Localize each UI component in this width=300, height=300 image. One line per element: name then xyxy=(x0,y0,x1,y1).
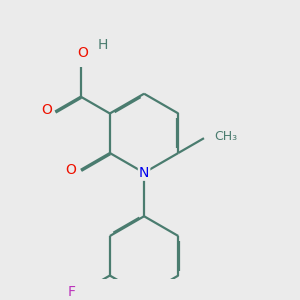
Text: F: F xyxy=(68,285,76,299)
Text: O: O xyxy=(77,46,88,60)
Text: O: O xyxy=(41,103,52,116)
Text: O: O xyxy=(65,163,76,177)
Text: H: H xyxy=(97,38,108,52)
Text: N: N xyxy=(139,166,149,180)
Text: CH₃: CH₃ xyxy=(214,130,237,143)
